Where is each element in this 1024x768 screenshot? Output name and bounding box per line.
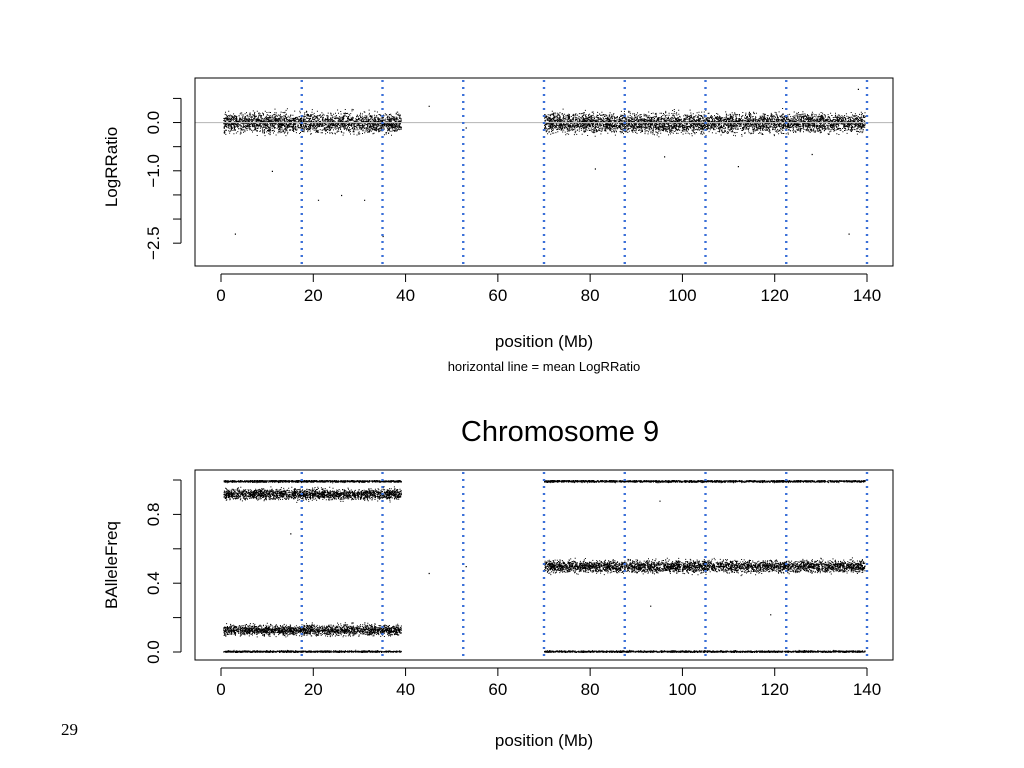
logrratio-y-axis: −2.5 −1.0 0.0: [144, 97, 182, 260]
ballelefreq-data-points: [223, 480, 866, 653]
logrratio-data-points: [223, 88, 866, 238]
ballelefreq-x-axis: 0 20 40 60 80 100 120 140: [216, 667, 881, 699]
x-tick-label: 100: [668, 680, 696, 699]
x-tick-label: 20: [304, 680, 323, 699]
ballelefreq-y-axis-label: BAlleleFreq: [102, 521, 121, 609]
ballelefreq-plot-frame: [194, 469, 894, 661]
ballelefreq-points: [223, 480, 866, 653]
slide-page-number: 29: [61, 720, 78, 739]
x-tick-label: 40: [396, 680, 415, 699]
ballelefreq-x-axis-label: position (Mb): [495, 731, 593, 750]
x-tick-label: 80: [581, 680, 600, 699]
x-tick-label: 100: [668, 286, 696, 305]
ballelefreq-boundary-lines: [300, 472, 869, 658]
x-tick-label: 40: [396, 286, 415, 305]
y-tick-label: −2.5: [144, 226, 163, 260]
y-tick-label: −1.0: [144, 154, 163, 188]
slide-title: Chromosome 9: [460, 416, 660, 448]
x-tick-label: 140: [853, 680, 881, 699]
logrratio-x-axis: 0 20 40 60 80 100 120 140: [216, 273, 881, 305]
logrratio-boundary-lines: [300, 80, 869, 264]
logrratio-chart: 0 20 40 60 80 100 120 140 −2.5 −1.0 0.0 position …: [102, 77, 894, 374]
y-tick-label: 0.8: [144, 503, 163, 527]
logrratio-plot-frame: [194, 77, 894, 267]
y-tick-label: 0.0: [144, 640, 163, 664]
ballelefreq-chart: 0 20 40 60 80 100 120 140 0.0 0.4 0.8 position (M…: [102, 469, 894, 750]
x-tick-label: 140: [853, 286, 881, 305]
x-tick-label: 80: [581, 286, 600, 305]
x-tick-label: 60: [488, 680, 507, 699]
x-tick-label: 120: [761, 286, 789, 305]
x-tick-label: 0: [216, 286, 225, 305]
mean-line-note: horizontal line = mean LogRRatio: [448, 359, 641, 374]
y-tick-label: 0.4: [144, 571, 163, 595]
y-tick-label: 0.0: [144, 111, 163, 135]
logrratio-x-axis-label: position (Mb): [495, 332, 593, 351]
x-tick-label: 120: [761, 680, 789, 699]
logrratio-points: [223, 88, 866, 238]
x-tick-label: 20: [304, 286, 323, 305]
ballelefreq-y-axis: 0.0 0.4 0.8: [144, 479, 182, 664]
x-tick-label: 0: [216, 680, 225, 699]
x-tick-label: 60: [488, 286, 507, 305]
logrratio-y-axis-label: LogRRatio: [102, 127, 121, 207]
